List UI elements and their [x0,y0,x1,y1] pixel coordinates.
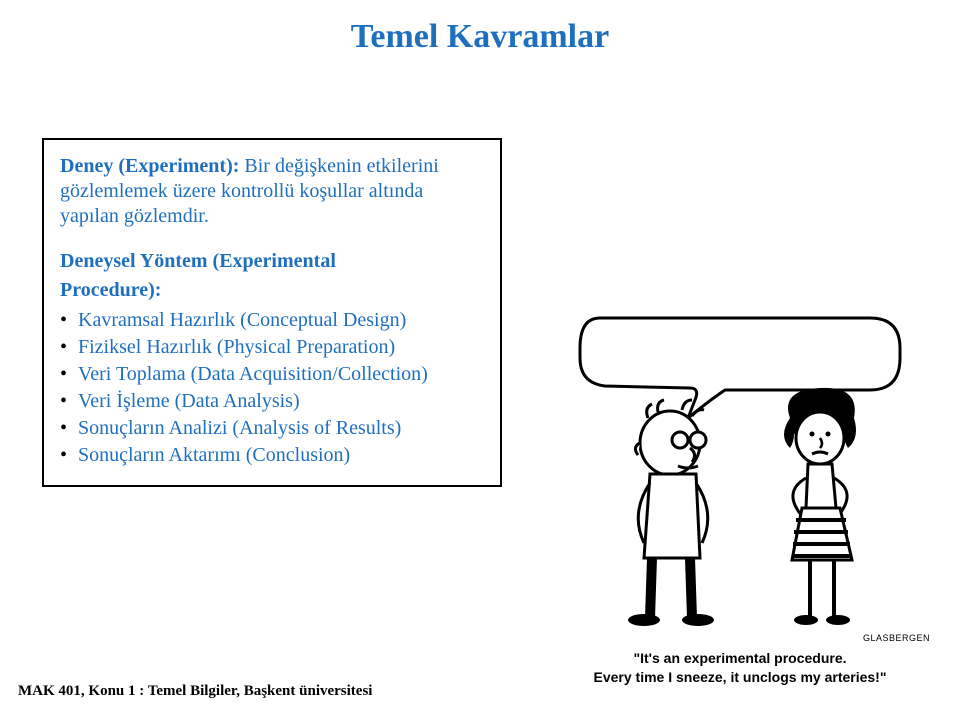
footer-text: MAK 401, Konu 1 : Temel Bilgiler, Başken… [18,683,372,700]
procedure-list: Kavramsal Hazırlık (Conceptual Design) F… [60,307,484,469]
cartoon-signature: GLASBERGEN [540,633,940,643]
list-item: Veri Toplama (Data Acquisition/Collectio… [60,361,484,388]
procedure-heading-line1: Deneysel Yöntem (Experimental [60,249,484,274]
list-item: Fiziksel Hazırlık (Physical Preparation) [60,334,484,361]
caption-line2: Every time I sneeze, it unclogs my arter… [594,669,887,685]
definition-paragraph: Deney (Experiment): Bir değişkenin etkil… [60,154,484,229]
procedure-heading-line2: Procedure): [60,278,484,303]
list-item: Kavramsal Hazırlık (Conceptual Design) [60,307,484,334]
list-item: Veri İşleme (Data Analysis) [60,388,484,415]
cartoon-illustration-icon [540,308,940,628]
list-item: Sonuçların Aktarımı (Conclusion) [60,442,484,469]
caption-line1: "It's an experimental procedure. [633,650,846,666]
definition-term: Deney (Experiment): [60,155,244,177]
cartoon-panel: GLASBERGEN "It's an experimental procedu… [540,308,940,678]
list-item: Sonuçların Analizi (Analysis of Results) [60,415,484,442]
cartoon-caption: "It's an experimental procedure. Every t… [540,649,940,687]
page-title: Temel Kavramlar [0,18,960,56]
definition-box: Deney (Experiment): Bir değişkenin etkil… [42,138,502,487]
